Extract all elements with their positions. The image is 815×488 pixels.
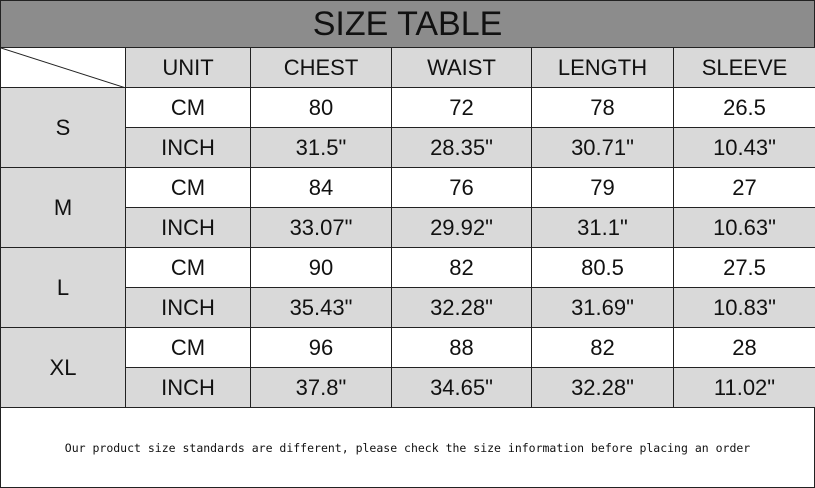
measurement-cell: 80.5	[531, 247, 674, 288]
table-row: S CM 80 72 78 26.5	[0, 87, 815, 168]
size-table: UNIT CHEST WAIST LENGTH SLEEVE S CM 80 72 78…	[0, 47, 815, 408]
measurement-cell: 82	[391, 247, 532, 288]
unit-cell: INCH	[125, 207, 251, 248]
measurement-cell: 80	[250, 87, 392, 128]
diagonal-corner-cell	[0, 47, 126, 88]
measurement-cell: 76	[391, 167, 532, 208]
measurement-cell: 34.65"	[391, 367, 532, 408]
table-row: L CM 90 82 80.5 27.5	[0, 247, 815, 328]
unit-cell: INCH	[125, 287, 251, 328]
measurement-cell: 26.5	[673, 87, 815, 128]
measurement-cell: 31.69"	[531, 287, 674, 328]
table-row: INCH 33.07" 29.92" 31.1" 10.63"	[1, 207, 815, 248]
table-row: INCH 31.5" 28.35" 30.71" 10.43"	[1, 127, 815, 168]
measurement-cell: 29.92"	[391, 207, 532, 248]
measurement-cell: 88	[391, 327, 532, 368]
measurement-cell: 72	[391, 87, 532, 128]
table-row: M CM 84 76 79 27	[0, 167, 815, 248]
header-length: LENGTH	[531, 47, 674, 88]
measurement-cell: 11.02"	[673, 367, 815, 408]
table-row: INCH 37.8" 34.65" 32.28" 11.02"	[1, 367, 815, 408]
unit-cell: INCH	[125, 127, 251, 168]
unit-cell: CM	[125, 167, 251, 208]
measurement-cell: 31.1"	[531, 207, 674, 248]
measurement-cell: 78	[531, 87, 674, 128]
size-label: XL	[0, 327, 126, 408]
measurement-cell: 31.5"	[250, 127, 392, 168]
measurement-cell: 27.5	[673, 247, 815, 288]
header-unit: UNIT	[125, 47, 251, 88]
measurement-cell: 79	[531, 167, 674, 208]
measurement-cell: 32.28"	[531, 367, 674, 408]
measurement-cell: 10.43"	[673, 127, 815, 168]
footer-note: Our product size standards are different…	[0, 407, 815, 488]
measurement-cell: 35.43"	[250, 287, 392, 328]
header-sleeve: SLEEVE	[673, 47, 815, 88]
table-row: XL CM 96 88 82 28	[0, 327, 815, 408]
header-chest: CHEST	[250, 47, 392, 88]
size-label: S	[0, 87, 126, 168]
measurement-cell: 96	[250, 327, 392, 368]
measurement-cell: 84	[250, 167, 392, 208]
unit-cell: CM	[125, 87, 251, 128]
measurement-cell: 90	[250, 247, 392, 288]
measurement-cell: 28.35"	[391, 127, 532, 168]
measurement-cell: 10.63"	[673, 207, 815, 248]
table-title: SIZE TABLE	[0, 0, 815, 48]
size-label: M	[0, 167, 126, 248]
measurement-cell: 32.28"	[391, 287, 532, 328]
measurement-cell: 30.71"	[531, 127, 674, 168]
measurement-cell: 27	[673, 167, 815, 208]
header-row: UNIT CHEST WAIST LENGTH SLEEVE	[0, 47, 815, 88]
header-waist: WAIST	[391, 47, 532, 88]
measurement-cell: 37.8"	[250, 367, 392, 408]
unit-cell: INCH	[125, 367, 251, 408]
unit-cell: CM	[125, 247, 251, 288]
measurement-cell: 33.07"	[250, 207, 392, 248]
measurement-cell: 28	[673, 327, 815, 368]
measurement-cell: 10.83"	[673, 287, 815, 328]
size-label: L	[0, 247, 126, 328]
unit-cell: CM	[125, 327, 251, 368]
measurement-cell: 82	[531, 327, 674, 368]
